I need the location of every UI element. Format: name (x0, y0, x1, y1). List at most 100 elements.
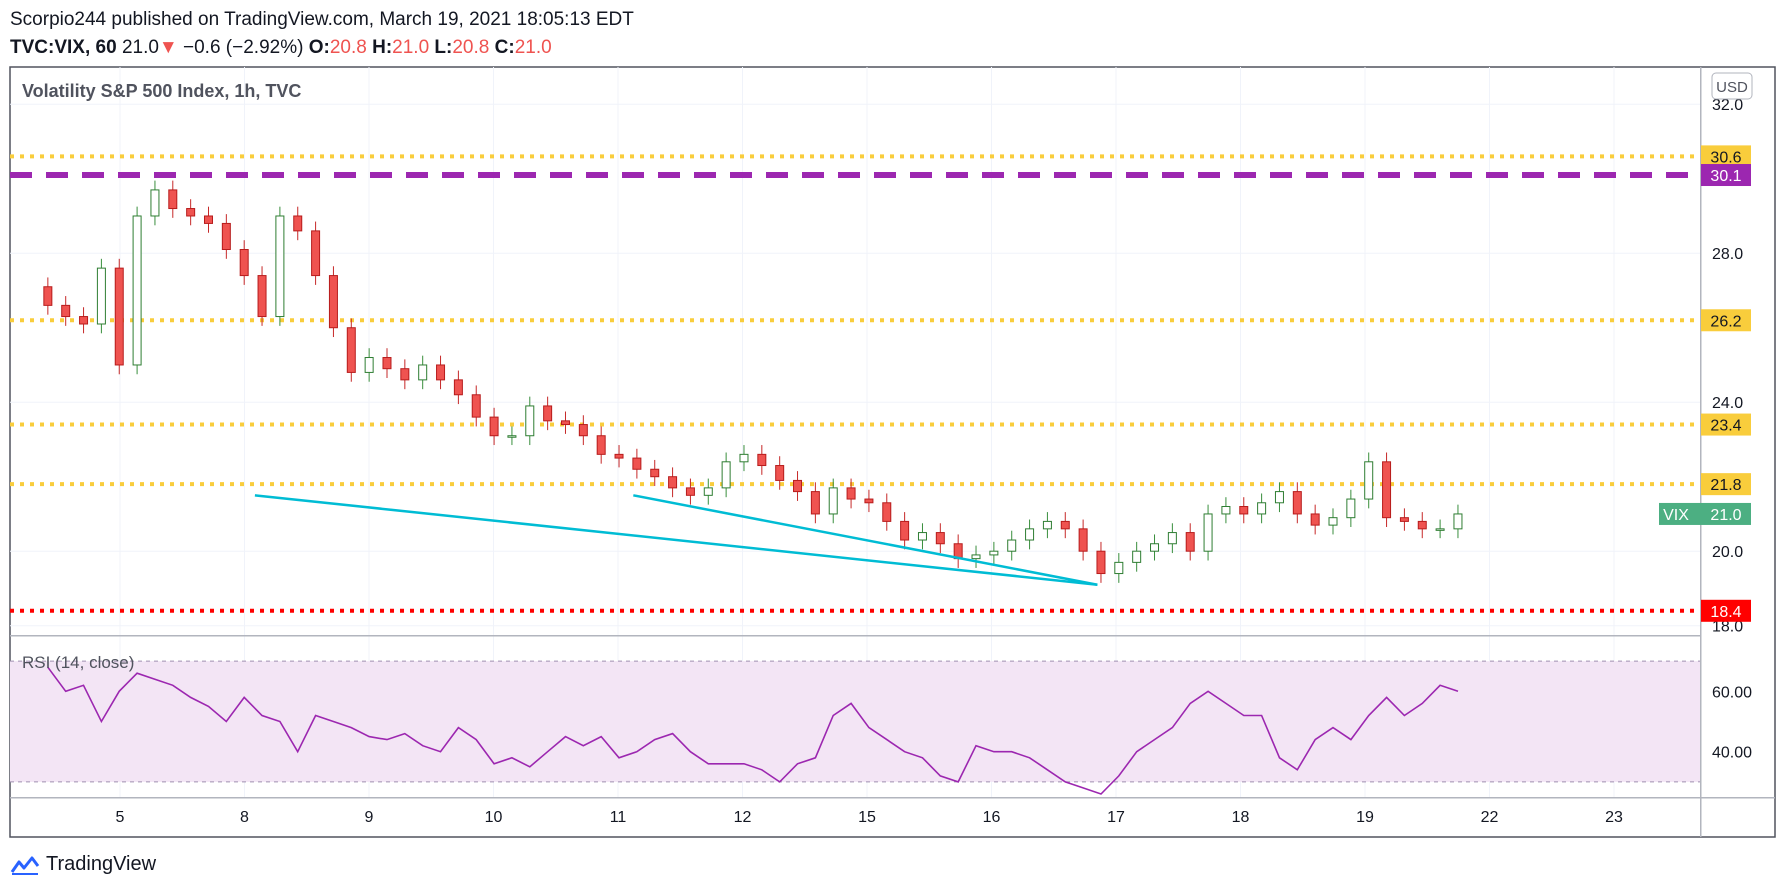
candle-body (864, 498, 874, 504)
candle-body (703, 487, 713, 496)
candle-body (61, 304, 71, 318)
pane-divider (10, 635, 1700, 637)
candle-body (917, 532, 927, 541)
publisher-line: Scorpio244 published on TradingView.com,… (10, 6, 634, 34)
candle-body (846, 487, 856, 500)
candle-body (1025, 528, 1035, 541)
candle-body (1167, 532, 1177, 545)
candle-body (560, 420, 570, 426)
candle-body (1399, 517, 1409, 522)
time-tick-label: 10 (485, 809, 503, 826)
candle-body (239, 249, 249, 277)
time-axis: 5 8 9 10 11 12 15 16 17 18 19 22 23 (116, 809, 1623, 826)
high-label: H: (372, 37, 393, 58)
level-label: 30.6 (1710, 149, 1741, 166)
candle-body (1435, 528, 1445, 531)
rsi-tick-label: 60.00 (1712, 684, 1752, 701)
candle-body (1328, 517, 1338, 526)
last-price-value: 21.0 (1710, 507, 1741, 524)
down-arrow-icon: ▼ (158, 37, 178, 58)
candle-body (1042, 520, 1052, 530)
candle-body (793, 479, 803, 493)
rsi-tick-label: 40.00 (1712, 745, 1752, 762)
candle-body (882, 502, 892, 522)
level-label-box (1701, 473, 1751, 496)
candle-body (418, 364, 428, 381)
candle-body (436, 364, 446, 381)
tradingview-logo[interactable]: TradingView (10, 853, 156, 876)
candle-body (935, 532, 945, 545)
time-tick-label: 19 (1356, 809, 1374, 826)
level-label: 21.8 (1710, 477, 1741, 494)
close-label: C: (494, 37, 515, 58)
price-tick-label: 32.0 (1712, 97, 1743, 114)
candle-body (525, 405, 535, 437)
level-label: 30.1 (1710, 168, 1741, 185)
candle-body (1132, 550, 1142, 563)
candle-body (989, 550, 999, 556)
candle-body (543, 405, 553, 422)
candle-body (114, 267, 124, 366)
candle-body (1310, 513, 1320, 526)
candle-body (1060, 520, 1070, 530)
trendline (254, 494, 1098, 586)
chart-header: Scorpio244 published on TradingView.com,… (10, 6, 634, 62)
candle-body (1274, 491, 1284, 504)
low-value: 20.8 (452, 37, 490, 58)
candle-body (578, 424, 588, 437)
candle-body (1114, 561, 1124, 575)
price-tick-label: 28.0 (1712, 246, 1743, 263)
candle-body (43, 286, 53, 306)
candle-body (168, 189, 178, 210)
price-tick-label: 24.0 (1712, 395, 1743, 412)
candle-body (1007, 539, 1017, 552)
candle-body (1417, 520, 1427, 530)
level-label-box (1701, 164, 1751, 187)
candle-body (471, 394, 481, 418)
tradingview-icon (10, 856, 40, 875)
time-scale-border (10, 797, 1775, 799)
symbol-line: TVC:VIX, 60 21.0▼ −0.6 (−2.92%) O:20.8 H… (10, 34, 634, 62)
trendline (633, 494, 1098, 586)
candle-body (828, 487, 838, 515)
candle-body (1382, 461, 1392, 519)
price-scale-border (1700, 67, 1702, 837)
open-value: 20.8 (329, 37, 367, 58)
candle-body (400, 368, 410, 381)
candle-body (650, 468, 660, 478)
time-tick-label: 15 (858, 809, 876, 826)
horizontal-lines (10, 154, 1700, 613)
rsi-band (10, 661, 1700, 782)
candle-body (971, 554, 981, 560)
candle-body (1364, 461, 1374, 500)
currency-box[interactable] (1711, 72, 1753, 100)
last-price-symbol: VIX (1663, 507, 1689, 524)
candle-body (150, 189, 160, 217)
candle-body (739, 453, 749, 463)
candle-body (203, 215, 213, 224)
candle-body (311, 230, 321, 277)
price-axis: 32.0 28.0 24.0 20.0 18.0 60.00 40.00 (1712, 97, 1752, 761)
time-tick-label: 8 (240, 809, 249, 826)
candle-body (1203, 513, 1213, 552)
price-labels: 30.6 30.1 26.2 23.4 21.8 18.4 VIX 21.0 (1659, 145, 1751, 622)
publisher-text: Scorpio244 published on TradingView.com,… (10, 9, 634, 30)
time-tick-label: 23 (1605, 809, 1623, 826)
candle-body (275, 215, 285, 318)
last-price-box (1659, 502, 1751, 525)
level-label: 26.2 (1710, 313, 1741, 330)
level-label: 18.4 (1710, 604, 1741, 621)
price-change: −0.6 (−2.92%) (183, 37, 304, 58)
candle-body (489, 416, 499, 437)
time-tick-label: 12 (734, 809, 752, 826)
candle-body (775, 465, 785, 481)
candle-body (1078, 528, 1088, 552)
candle-body (1096, 550, 1106, 575)
candle-body (810, 491, 820, 515)
candles (43, 180, 1463, 583)
candle-body (96, 267, 106, 325)
candle-body (346, 327, 356, 373)
level-label: 23.4 (1710, 418, 1741, 435)
candle-body (364, 357, 374, 373)
